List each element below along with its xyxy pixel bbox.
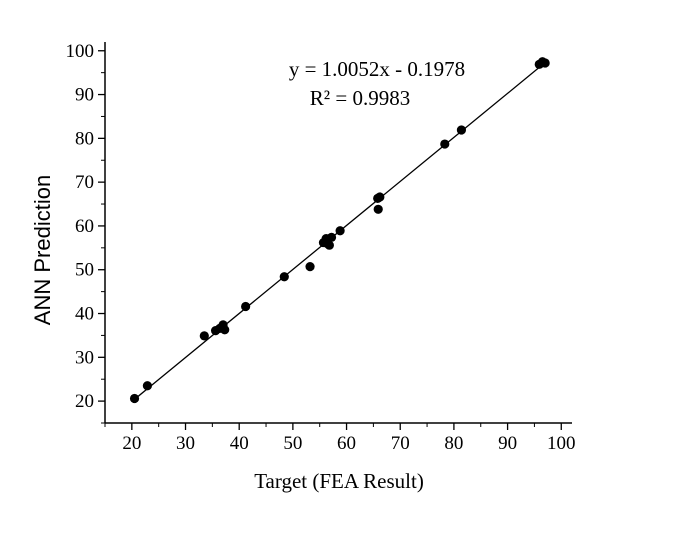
y-axis-title: ANN Prediction bbox=[30, 175, 55, 325]
data-point bbox=[375, 192, 385, 202]
y-tick-label-20: 20 bbox=[75, 391, 94, 412]
data-point bbox=[279, 272, 289, 282]
x-tick-label-20: 20 bbox=[122, 433, 141, 454]
x-tick-label-30: 30 bbox=[176, 433, 195, 454]
data-point bbox=[456, 125, 467, 135]
y-tick-label-80: 80 bbox=[75, 128, 94, 149]
x-axis-title: Target (FEA Result) bbox=[254, 469, 424, 493]
x-tick-label-80: 80 bbox=[444, 433, 463, 454]
x-tick-label-70: 70 bbox=[391, 433, 410, 454]
y-tick-label-100: 100 bbox=[66, 41, 95, 62]
tick-labels: 20 30 40 50 60 70 80 90 100 20 30 40 50 60 70 80 90 100 bbox=[66, 41, 576, 454]
y-tick-label-90: 90 bbox=[75, 85, 94, 106]
data-point bbox=[373, 204, 383, 214]
r-squared: R² = 0.9983 bbox=[310, 86, 410, 110]
y-tick-label-70: 70 bbox=[75, 172, 94, 193]
y-tick-label-40: 40 bbox=[75, 304, 94, 325]
data-point bbox=[326, 232, 337, 242]
data-point bbox=[199, 331, 209, 341]
x-tick-label-50: 50 bbox=[283, 433, 302, 454]
data-point bbox=[129, 393, 140, 404]
axes bbox=[104, 42, 572, 424]
data-point bbox=[241, 301, 251, 312]
x-tick-label-60: 60 bbox=[337, 433, 356, 454]
data-point bbox=[324, 240, 334, 250]
y-tick-label-50: 50 bbox=[75, 260, 94, 281]
data-point bbox=[440, 139, 450, 149]
data-points bbox=[129, 57, 550, 404]
x-tick-label-90: 90 bbox=[498, 433, 517, 454]
fit-equation: y = 1.0052x - 0.1978 bbox=[289, 57, 465, 81]
x-tick-label-100: 100 bbox=[547, 433, 576, 454]
data-point bbox=[540, 58, 550, 68]
y-tick-label-60: 60 bbox=[75, 216, 94, 237]
y-tick-label-30: 30 bbox=[75, 347, 94, 368]
data-point bbox=[142, 381, 153, 391]
data-point bbox=[335, 226, 345, 236]
data-point bbox=[220, 325, 230, 335]
x-tick-label-40: 40 bbox=[230, 433, 249, 454]
data-point bbox=[305, 262, 315, 272]
ticks bbox=[98, 50, 562, 430]
